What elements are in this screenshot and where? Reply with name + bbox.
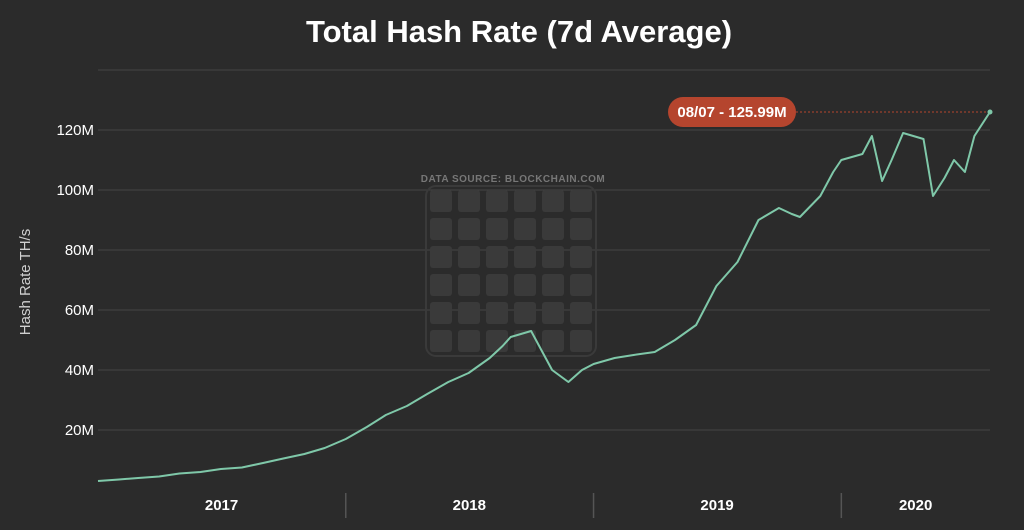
watermark-cell (514, 330, 536, 352)
watermark-cell (486, 302, 508, 324)
watermark-cell (570, 274, 592, 296)
x-axis: 2017 2018 2019 2020 (205, 493, 932, 518)
y-tick-label: 40M (65, 362, 94, 379)
y-axis: 20M 40M 60M 80M 100M 120M (56, 122, 94, 439)
watermark-cell (514, 274, 536, 296)
watermark-cell (430, 218, 452, 240)
watermark-cell (458, 330, 480, 352)
y-tick-label: 100M (56, 182, 94, 199)
annotation-callout (668, 97, 796, 128)
y-tick-label: 120M (56, 122, 94, 139)
watermark-cell (514, 302, 536, 324)
watermark-cell (542, 274, 564, 296)
watermark-cell (486, 246, 508, 268)
annotation-point (987, 109, 993, 115)
watermark-cell (514, 190, 536, 212)
watermark-cell (458, 218, 480, 240)
watermark-cell (570, 302, 592, 324)
hash-rate-line (97, 111, 991, 482)
watermark-cell (542, 246, 564, 268)
watermark-cell (430, 330, 452, 352)
watermark-cell (486, 330, 508, 352)
watermark-frame (425, 185, 597, 357)
watermark-cell (458, 302, 480, 324)
watermark-cell (486, 218, 508, 240)
y-axis-label: Hash Rate TH/s (17, 229, 34, 335)
watermark-cell (430, 190, 452, 212)
x-tick-label: 2018 (453, 497, 486, 514)
x-tick-label: 2017 (205, 497, 238, 514)
watermark-cell (570, 218, 592, 240)
watermark-cell (458, 246, 480, 268)
annotation-label: 08/07 - 125.99M (677, 104, 786, 121)
annotation-layer: 08/07 - 125.99M (668, 97, 993, 128)
data-source-note: DATA SOURCE: BLOCKCHAIN.COM (421, 174, 605, 185)
y-tick-label: 60M (65, 302, 94, 319)
watermark-cell (430, 246, 452, 268)
watermark-cell (514, 246, 536, 268)
y-tick-label: 20M (65, 422, 94, 439)
watermark-cell (542, 330, 564, 352)
x-tick-label: 2019 (700, 497, 733, 514)
watermark-cell (570, 246, 592, 268)
watermark-cell (430, 274, 452, 296)
watermark-cell (570, 330, 592, 352)
watermark-cell (542, 218, 564, 240)
x-tick-label: 2020 (899, 497, 932, 514)
watermark-cell (514, 218, 536, 240)
watermark-cell (430, 302, 452, 324)
chart-title: Total Hash Rate (7d Average) (306, 14, 732, 49)
watermark-cell (458, 274, 480, 296)
watermark-cell (486, 274, 508, 296)
y-tick-label: 80M (65, 242, 94, 259)
watermark-cell (486, 190, 508, 212)
watermark-cell (570, 190, 592, 212)
watermark-cell (542, 190, 564, 212)
watermark-logo (425, 185, 597, 357)
series-layer (97, 111, 991, 482)
watermark-cell (458, 190, 480, 212)
watermark-cell (542, 302, 564, 324)
